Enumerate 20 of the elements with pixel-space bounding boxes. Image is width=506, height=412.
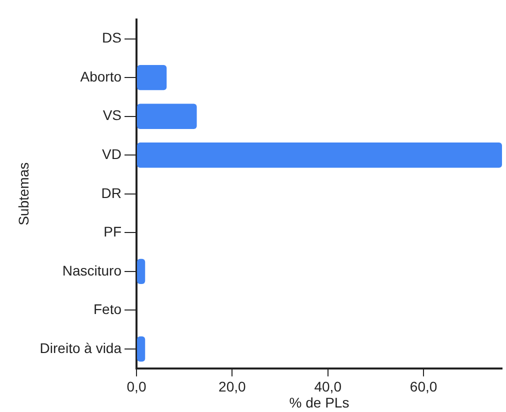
y-tick-label: Nascituro [62, 262, 122, 278]
x-tick-label: 0,0 [126, 378, 146, 395]
y-tick-label: PF [104, 224, 122, 240]
y-tick-label: Direito à vida [40, 340, 122, 356]
bar [137, 64, 167, 90]
x-axis-title: % de PLs [289, 394, 350, 410]
x-tick-label: 20,0 [218, 378, 246, 395]
bar [137, 336, 146, 362]
x-tick-label: 60,0 [410, 378, 438, 395]
y-tick-label: DS [102, 30, 122, 46]
y-axis-title: Subtemas [15, 162, 32, 226]
y-tick-label: Feto [93, 301, 122, 318]
bar [137, 104, 197, 129]
y-tick-label: DR [101, 184, 122, 201]
x-tick-label: 40,0 [314, 378, 342, 395]
bar [137, 142, 502, 168]
y-tick-label: VD [102, 146, 122, 162]
y-tick-label: Aborto [80, 68, 122, 84]
bar [137, 258, 146, 284]
y-tick-label: VS [102, 107, 122, 124]
